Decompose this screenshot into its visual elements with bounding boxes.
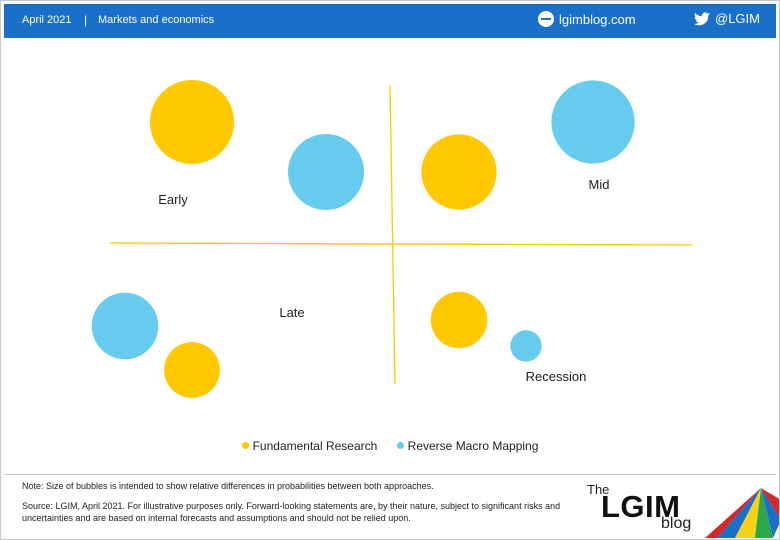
source-note: Source: LGIM, April 2021. For illustrati… (22, 501, 561, 523)
site-link[interactable]: lgimblog.com (538, 11, 636, 27)
globe-icon (538, 11, 554, 27)
bubble-reverse-macro-late (91, 292, 159, 360)
legend-marker-fundamental (241, 442, 249, 449)
logo-blog: blog (661, 515, 692, 532)
footer-divider (4, 474, 776, 475)
legend-label-reverse-macro: Reverse Macro Mapping (407, 438, 539, 453)
twitter-handle: @LGIM (715, 11, 760, 26)
legend-label-fundamental: Fundamental Research (252, 438, 378, 453)
bubble-reverse-macro-early (288, 134, 364, 210)
bubble-fundamental-mid (421, 134, 497, 210)
bubble-reverse-macro-recession (510, 330, 542, 362)
footnote: Note: Size of bubbles is intended to sho… (22, 481, 434, 491)
vertical-axis-line (389, 84, 396, 385)
header-date: April 2021 (22, 14, 72, 26)
horizontal-axis-line (109, 242, 693, 246)
bubble-fundamental-late (164, 342, 220, 398)
bubble-fundamental-early (150, 80, 234, 164)
chart-legend: Fundamental Research Reverse Macro Mappi… (0, 438, 780, 453)
twitter-link[interactable]: @LGIM (694, 11, 760, 26)
header-bar: April 2021 | Markets and economics lgimb… (4, 4, 776, 38)
logo-lgim: LGIM (601, 489, 681, 524)
quadrant-label-mid: Mid (589, 177, 610, 192)
header-category[interactable]: Markets and economics (98, 14, 215, 26)
quadrant-label-late: Late (279, 305, 304, 320)
bubble-chart: Early Mid Late Recession (0, 40, 780, 472)
umbrella-graphic (705, 488, 779, 538)
logo-the: The (587, 482, 610, 497)
site-label: lgimblog.com (559, 11, 636, 27)
legend-item-reverse-macro: Reverse Macro Mapping (396, 438, 539, 453)
legend-marker-reverse-macro (396, 442, 404, 449)
quadrant-label-recession: Recession (526, 369, 587, 384)
bubble-chart-svg: Early Mid Late Recession (91, 80, 693, 398)
quadrant-label-early: Early (158, 192, 188, 207)
legend-item-fundamental: Fundamental Research (241, 438, 378, 453)
lgim-blog-logo[interactable]: The LGIM blog (585, 480, 779, 538)
bubble-fundamental-recession (430, 291, 488, 349)
header-separator: | (84, 13, 88, 27)
twitter-bird-icon (694, 11, 710, 25)
bubble-reverse-macro-mid (551, 80, 635, 164)
